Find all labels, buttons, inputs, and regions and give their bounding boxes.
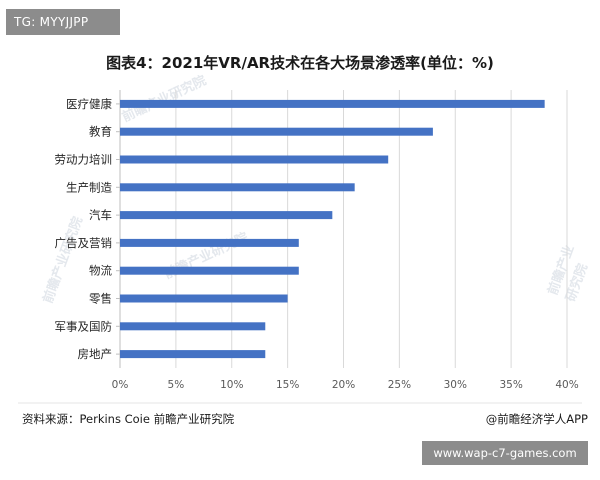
category-label: 物流 bbox=[89, 264, 112, 278]
category-label: 教育 bbox=[89, 125, 112, 139]
chart-title: 图表4：2021年VR/AR技术在各大场景渗透率(单位：%) bbox=[106, 54, 494, 72]
tag-badge: TG: MYYJJPP bbox=[6, 9, 120, 35]
x-tick-label: 10% bbox=[220, 379, 243, 391]
x-tick-label: 0% bbox=[112, 379, 129, 391]
bar bbox=[120, 350, 266, 359]
x-tick-label: 15% bbox=[276, 379, 299, 391]
category-label: 广告及营销 bbox=[55, 236, 113, 250]
bar bbox=[120, 155, 389, 164]
category-label: 劳动力培训 bbox=[55, 153, 113, 167]
x-tick-label: 40% bbox=[555, 379, 578, 391]
x-tick-label: 25% bbox=[388, 379, 411, 391]
bar bbox=[120, 294, 288, 303]
x-tick-label: 20% bbox=[332, 379, 355, 391]
category-label: 汽车 bbox=[89, 208, 112, 222]
category-label: 零售 bbox=[89, 292, 112, 306]
x-tick-label: 30% bbox=[444, 379, 467, 391]
bar bbox=[120, 238, 299, 247]
bar bbox=[120, 322, 266, 331]
bar bbox=[120, 127, 433, 136]
category-label: 房地产 bbox=[78, 347, 113, 361]
category-label: 生产制造 bbox=[66, 180, 112, 194]
source-note: 资料来源：Perkins Coie 前瞻产业研究院 bbox=[22, 412, 235, 426]
bar bbox=[120, 266, 299, 275]
bar bbox=[120, 211, 333, 220]
brand-note: @前瞻经济学人APP bbox=[485, 412, 588, 426]
category-label: 军事及国防 bbox=[55, 319, 113, 333]
x-tick-label: 35% bbox=[499, 379, 522, 391]
site-badge: www.wap-c7-games.com bbox=[422, 441, 588, 465]
bar bbox=[120, 99, 545, 108]
x-tick-label: 5% bbox=[168, 379, 185, 391]
bar bbox=[120, 183, 355, 192]
category-label: 医疗健康 bbox=[66, 97, 112, 111]
